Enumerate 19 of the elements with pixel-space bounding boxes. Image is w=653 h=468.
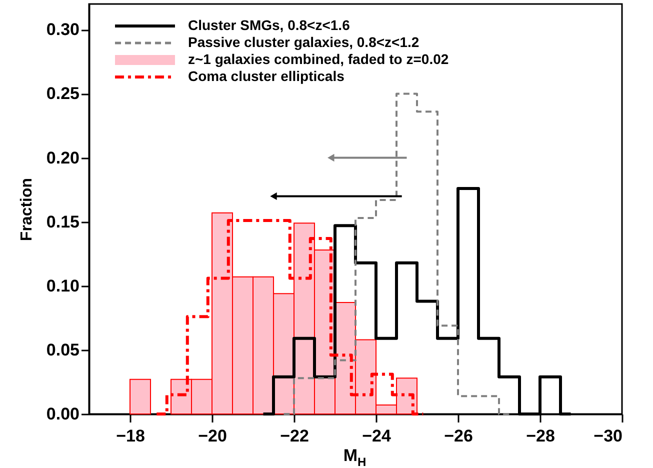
x-tick-label: −26 xyxy=(444,426,473,446)
x-tick-label: −30 xyxy=(594,426,622,446)
y-tick-label: 0.20 xyxy=(46,148,80,168)
y-tick-label: 0.30 xyxy=(46,20,80,40)
x-tick-label: −28 xyxy=(526,426,555,446)
x-tick-label: −22 xyxy=(280,426,309,446)
legend-label: Coma cluster ellipticals xyxy=(188,68,345,84)
legend-label: z~1 galaxies combined, faded to z=0.02 xyxy=(188,51,449,67)
y-tick-label: 0.00 xyxy=(46,404,80,424)
x-tick-label: −24 xyxy=(362,426,392,446)
y-tick-label: 0.25 xyxy=(46,84,80,104)
y-axis-title: Fraction xyxy=(18,178,36,242)
y-tick-label: 0.15 xyxy=(46,212,80,232)
legend-label: Cluster SMGs, 0.8<z<1.6 xyxy=(188,17,350,33)
x-tick-label: −20 xyxy=(198,426,227,446)
y-tick-label: 0.05 xyxy=(46,340,80,360)
legend-label: Passive cluster galaxies, 0.8<z<1.2 xyxy=(188,34,420,50)
y-tick-label: 0.10 xyxy=(46,276,80,296)
x-tick-label: −18 xyxy=(116,426,145,446)
